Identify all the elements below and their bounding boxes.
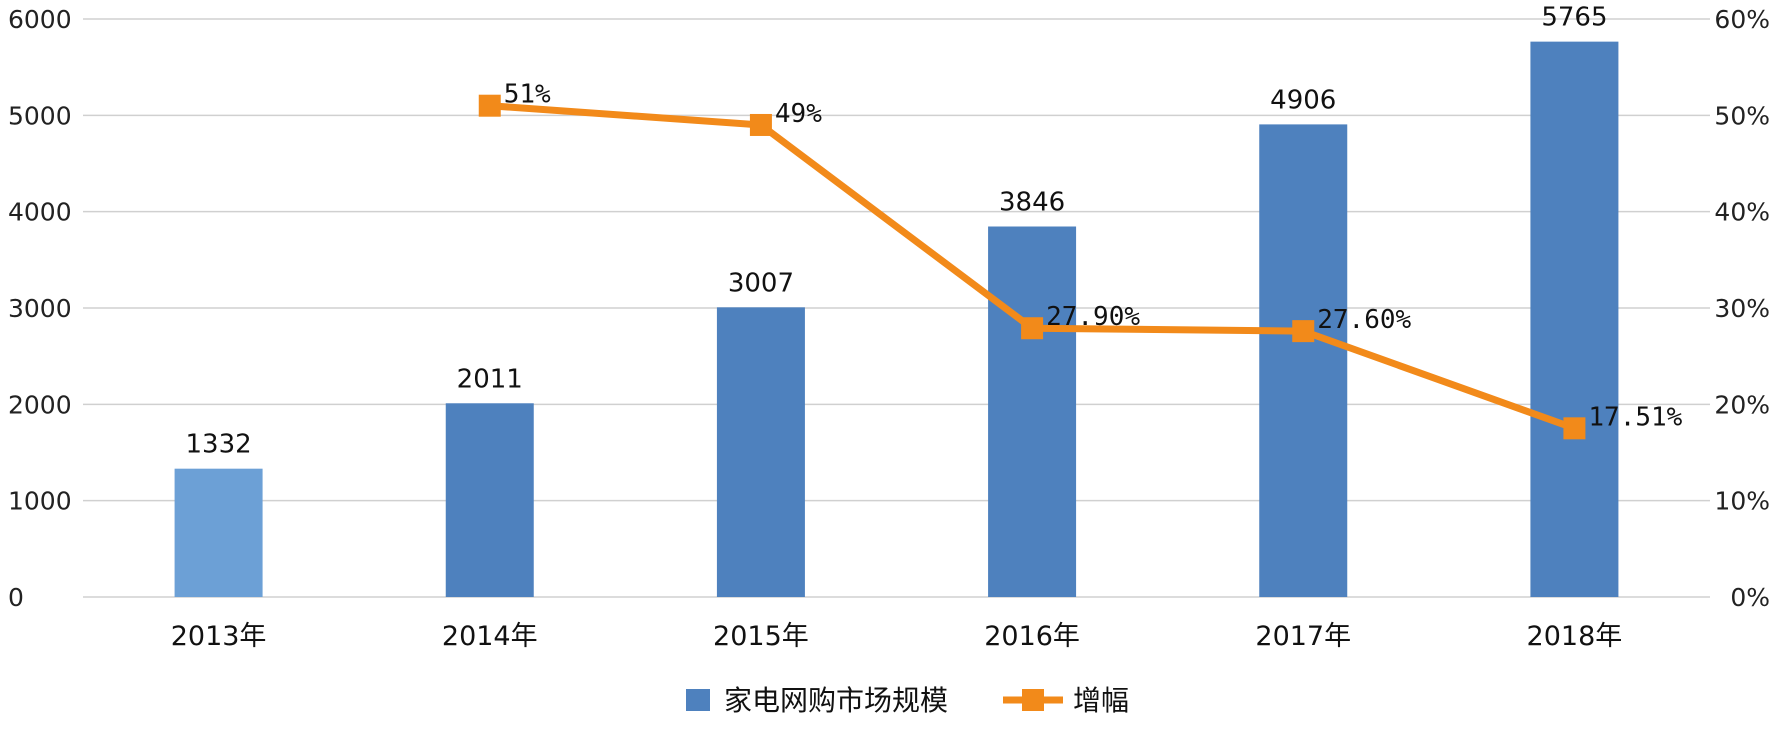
growth-value-label: 27.90%	[1046, 302, 1140, 332]
bar	[174, 468, 263, 597]
x-category-label: 2014年	[442, 621, 538, 652]
bar-value-label: 3007	[728, 268, 794, 298]
y-left-tick-label: 1000	[8, 487, 72, 516]
x-category-label: 2015年	[713, 621, 809, 652]
y-left-tick-label: 2000	[8, 390, 72, 419]
x-category-label: 2013年	[171, 621, 267, 652]
legend-line-marker	[1022, 689, 1044, 711]
legend-bar-label: 家电网购市场规模	[724, 684, 948, 717]
bar	[1530, 41, 1619, 598]
y-right-tick-label: 20%	[1714, 390, 1770, 419]
y-right-tick-label: 30%	[1714, 294, 1770, 323]
y-left-tick-label: 4000	[8, 198, 72, 227]
y-left-tick-label: 3000	[8, 294, 72, 323]
y-right-tick-label: 0%	[1730, 583, 1770, 612]
growth-point-marker	[749, 113, 772, 136]
y-right-tick-label: 60%	[1714, 5, 1770, 34]
growth-point-marker	[1563, 417, 1586, 440]
y-left-tick-label: 5000	[8, 101, 72, 130]
bar	[1259, 124, 1348, 597]
x-category-label: 2018年	[1527, 621, 1623, 652]
growth-value-label: 27.60%	[1317, 305, 1411, 335]
x-category-label: 2016年	[984, 621, 1080, 652]
growth-value-label: 17.51%	[1588, 402, 1682, 432]
legend-bar-swatch	[686, 689, 710, 711]
y-left-tick-label: 6000	[8, 5, 72, 34]
y-right-tick-label: 40%	[1714, 198, 1770, 227]
bar	[716, 307, 805, 597]
growth-point-marker	[1292, 320, 1315, 343]
bar	[988, 226, 1077, 597]
bar	[445, 403, 534, 597]
bar-value-label: 3846	[999, 188, 1065, 218]
bar-value-label: 1332	[185, 430, 251, 460]
bar-value-label: 4906	[1270, 85, 1336, 115]
y-right-tick-label: 50%	[1714, 101, 1770, 130]
y-left-tick-label: 0	[8, 583, 24, 612]
growth-point-marker	[478, 94, 501, 117]
y-right-tick-label: 10%	[1714, 487, 1770, 516]
growth-value-label: 51%	[504, 80, 551, 110]
legend-line-label: 增幅	[1073, 684, 1129, 717]
x-category-label: 2017年	[1255, 621, 1351, 652]
growth-point-marker	[1021, 317, 1044, 340]
growth-value-label: 49%	[775, 99, 822, 129]
bar-value-label: 2011	[457, 364, 523, 394]
bar-value-label: 5765	[1541, 3, 1607, 33]
